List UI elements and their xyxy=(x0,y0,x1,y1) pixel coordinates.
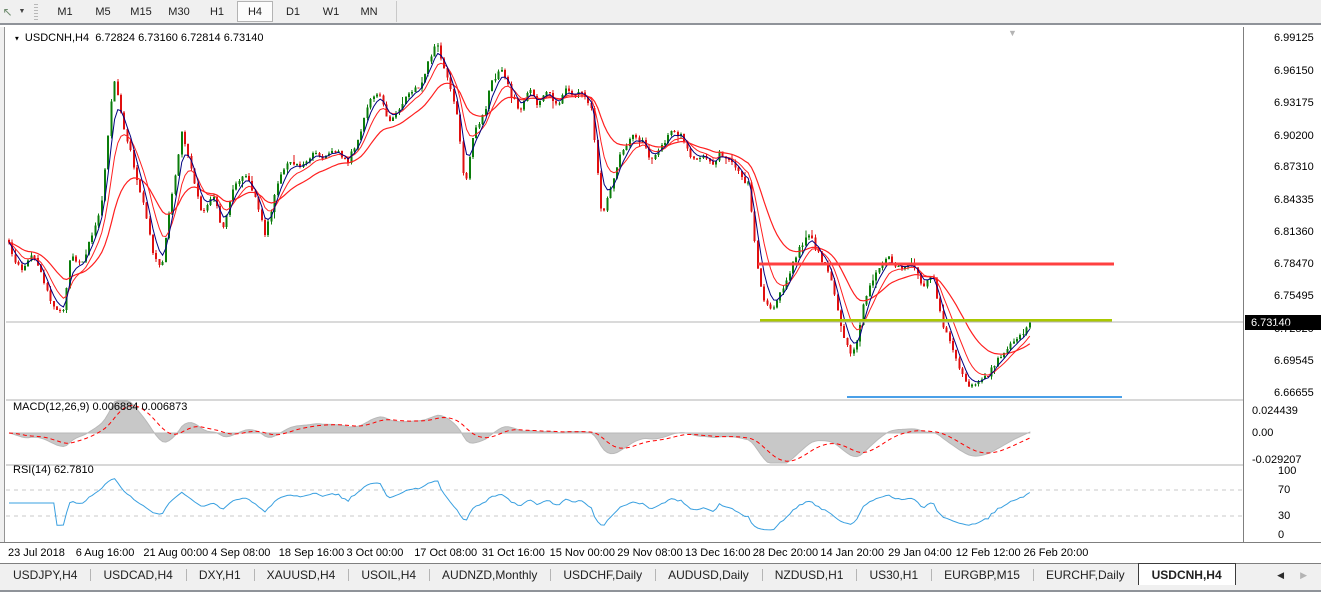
symbol-tab-usdcnh[interactable]: USDCNH,H4 xyxy=(1137,563,1236,585)
symbol-tab-usdjpy[interactable]: USDJPY,H4 xyxy=(13,568,78,582)
ma-slow-red-line xyxy=(8,82,1031,355)
date-axis-label: 18 Sep 16:00 xyxy=(278,547,345,559)
macd-histogram-area xyxy=(8,400,1031,464)
bull-bodies xyxy=(24,45,1031,387)
symbol-tab-eurchf[interactable]: EURCHF,Daily xyxy=(1032,565,1138,585)
symbol-tab-audnzd[interactable]: AUDNZD,Monthly xyxy=(429,565,550,585)
symbol-tab-audusd[interactable]: AUDUSD,Daily xyxy=(655,565,762,585)
tab-scroll-right-icon[interactable]: ▶ xyxy=(1300,570,1307,580)
chart-symbol-period: USDCNH,H4 xyxy=(24,32,90,44)
price-axis-label: 6.93175 xyxy=(1274,97,1314,110)
price-axis-label: 6.87310 xyxy=(1274,161,1314,174)
date-axis-label: 23 Jul 2018 xyxy=(8,547,65,559)
date-axis-label: 12 Feb 12:00 xyxy=(955,547,1021,559)
toolbar-separator xyxy=(396,1,397,22)
price-axis-label: 6.90200 xyxy=(1274,129,1314,142)
date-axis-label: 29 Nov 08:00 xyxy=(617,547,683,559)
ma-mid-red-line xyxy=(8,62,1031,376)
price-axis-label: 6.78470 xyxy=(1274,257,1314,270)
toolbar-grip-handle[interactable] xyxy=(34,3,38,20)
symbol-tab-usoil[interactable]: USOIL,H4 xyxy=(348,565,429,585)
date-axis-label: 26 Feb 20:00 xyxy=(1023,547,1089,559)
timeframe-button-h1[interactable]: H1 xyxy=(209,5,225,18)
timeframe-button-h4[interactable]: H4 xyxy=(237,1,273,22)
ohlc-high: 6.73160 xyxy=(138,32,178,44)
date-axis-label: 15 Nov 00:00 xyxy=(549,547,616,559)
date-axis-label: 29 Jan 04:00 xyxy=(888,547,952,559)
timeframe-button-d1[interactable]: D1 xyxy=(285,5,301,18)
price-axis-label: 6.96150 xyxy=(1274,64,1314,77)
rsi-line xyxy=(9,478,1031,531)
date-axis-label: 3 Oct 00:00 xyxy=(346,547,404,559)
ohlc-open: 6.72824 xyxy=(95,32,135,44)
macd-label: MACD(12,26,9) 0.006884 0.006873 xyxy=(13,401,188,413)
rsi-value: 62.7810 xyxy=(53,464,94,476)
chart-title: ▼ USDCNH,H4 6.72824 6.73160 6.72814 6.731… xyxy=(13,32,264,44)
macd-scale-label: 0.024439 xyxy=(1252,405,1298,417)
chart-dropdown-icon[interactable]: ▼ xyxy=(13,34,21,43)
price-axis[interactable]: 6.73140 6.99125 6.96150 6.93175 6.90200 6.87… xyxy=(1243,27,1321,542)
price-axis-label: 6.75495 xyxy=(1274,290,1314,303)
symbol-tabbar: USDJPY,H4 USDCAD,H4 DXY,H1 XAUUSD,H4 USOIL,H… xyxy=(0,563,1321,585)
symbol-tab-usdcad[interactable]: USDCAD,H4 xyxy=(90,565,185,585)
timeframe-buttons: M1 M5 M15 M30 H1 H4 D1 W1 MN xyxy=(46,1,388,22)
timeframe-button-m1[interactable]: M1 xyxy=(57,5,73,18)
timeframe-toolbar: ↖ ▼ M1 M5 M15 M30 H1 H4 D1 W1 MN xyxy=(0,0,1321,25)
symbol-tab-usdchf[interactable]: USDCHF,Daily xyxy=(550,565,655,585)
date-axis-label: 17 Oct 08:00 xyxy=(414,547,478,559)
chart-svg[interactable] xyxy=(6,27,1243,542)
price-axis-label: 6.72520 xyxy=(1274,322,1314,335)
price-axis-label: 6.69545 xyxy=(1274,355,1314,368)
date-axis-label: 13 Dec 16:00 xyxy=(685,547,751,559)
price-axis-label: 6.99125 xyxy=(1274,32,1314,44)
rsi-scale-label: 70 xyxy=(1278,484,1291,496)
symbol-tab-dxy[interactable]: DXY,H1 xyxy=(185,565,254,585)
price-axis-label: 6.84335 xyxy=(1274,193,1314,206)
ohlc-close: 6.73140 xyxy=(223,32,264,44)
macd-signal-value: 0.006873 xyxy=(141,401,188,413)
price-axis-label: 6.81360 xyxy=(1274,226,1314,239)
macd-signal-line xyxy=(8,405,1031,462)
rsi-scale-label: 100 xyxy=(1278,465,1297,477)
candles-group xyxy=(8,42,1031,389)
symbol-tab-eurgbp[interactable]: EURGBP,M15 xyxy=(931,565,1033,585)
window-bottom-edge xyxy=(0,585,1321,592)
symbol-tab-nzdusd[interactable]: NZDUSD,H1 xyxy=(761,565,857,585)
date-axis-label: 14 Jan 20:00 xyxy=(820,547,885,559)
date-axis-label: 6 Aug 16:00 xyxy=(75,547,135,559)
macd-scale-label: 0.00 xyxy=(1252,427,1274,439)
current-price-badge: 6.73140 xyxy=(1245,315,1321,331)
rsi-scale-label: 30 xyxy=(1278,510,1291,522)
date-axis-label: 31 Oct 16:00 xyxy=(481,547,545,559)
symbol-tab-us30[interactable]: US30,H1 xyxy=(856,565,931,585)
timeframe-button-m15[interactable]: M15 xyxy=(130,5,152,18)
cursor-tool-icon[interactable]: ↖ xyxy=(2,4,13,19)
timeframe-button-m30[interactable]: M30 xyxy=(168,5,190,18)
macd-value: 0.006884 xyxy=(92,401,139,413)
tab-scroll-left-icon[interactable]: ◀ xyxy=(1277,570,1285,580)
symbol-tab-xauusd[interactable]: XAUUSD,H4 xyxy=(253,565,349,585)
chart-window-left-border xyxy=(0,27,5,563)
macd-scale-label: -0.029207 xyxy=(1252,454,1302,466)
timeframe-button-mn[interactable]: MN xyxy=(360,5,378,18)
date-axis-label: 21 Aug 00:00 xyxy=(143,547,209,559)
tool-dropdown-caret-icon[interactable]: ▼ xyxy=(18,8,26,15)
ma-fast-navy-line xyxy=(8,52,1031,383)
timeframe-button-w1[interactable]: W1 xyxy=(322,5,340,18)
date-axis-label: 4 Sep 08:00 xyxy=(211,547,271,559)
ohlc-low: 6.72814 xyxy=(180,32,221,44)
date-axis-label: 28 Dec 20:00 xyxy=(752,547,819,559)
chart-shift-marker-icon[interactable]: ▼ xyxy=(1008,28,1017,38)
price-axis-label: 6.66655 xyxy=(1274,386,1314,399)
timeframe-button-m5[interactable]: M5 xyxy=(95,5,111,18)
rsi-scale-label: 0 xyxy=(1278,529,1285,541)
date-axis[interactable]: 23 Jul 2018 6 Aug 16:00 21 Aug 00:00 4 Sep … xyxy=(0,542,1321,563)
rsi-label: RSI(14) 62.7810 xyxy=(13,464,94,476)
